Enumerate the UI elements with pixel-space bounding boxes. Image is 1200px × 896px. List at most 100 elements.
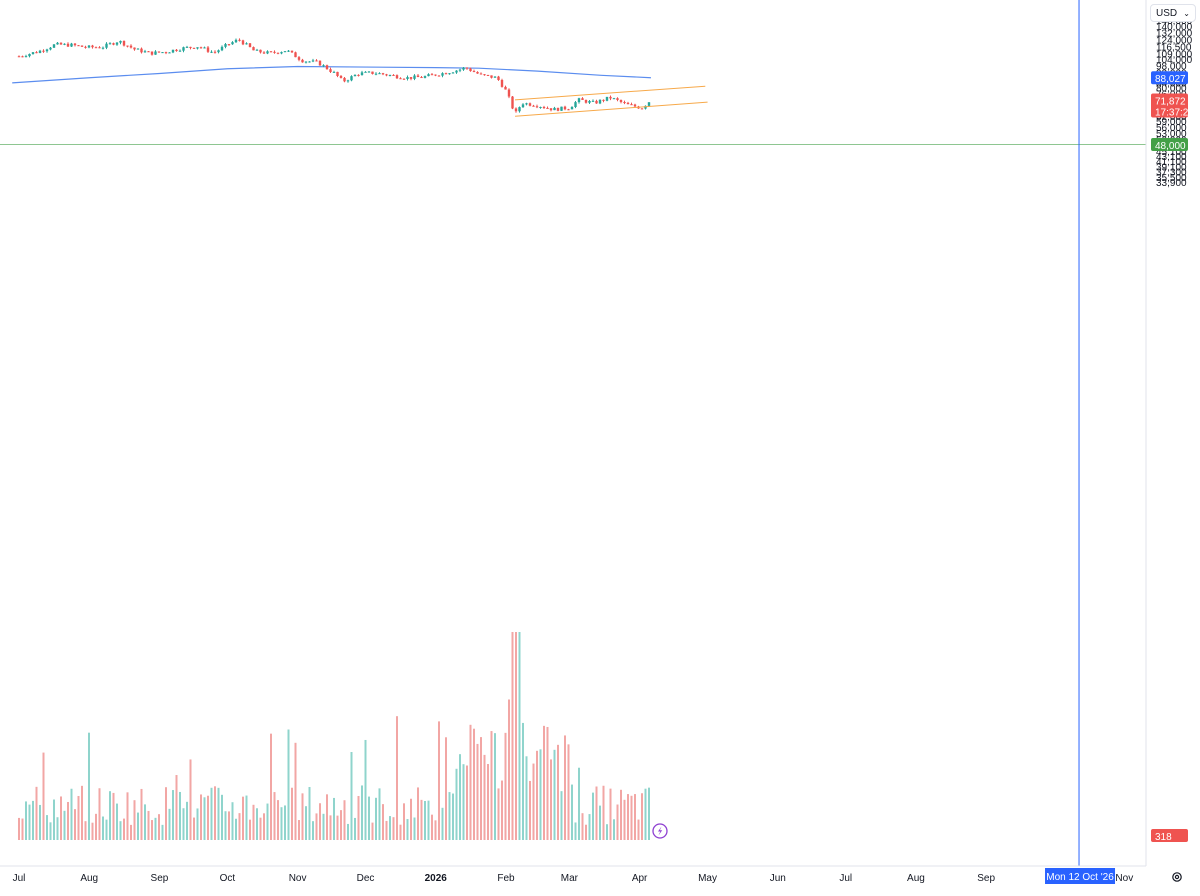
candle <box>21 55 24 58</box>
candle <box>203 46 206 49</box>
volume-bar <box>455 768 458 840</box>
volume-bar <box>434 820 437 840</box>
volume-bar <box>161 824 164 840</box>
time-tick-label: Feb <box>497 873 515 884</box>
candle <box>367 71 371 73</box>
lightning-icon[interactable] <box>652 823 668 839</box>
candle <box>521 103 525 109</box>
flash-icon-group[interactable] <box>652 823 668 839</box>
candle <box>245 42 248 45</box>
candle <box>119 40 122 45</box>
candle <box>217 49 220 54</box>
volume-bar <box>504 732 507 840</box>
candle <box>385 73 388 77</box>
volume-bar <box>522 722 524 840</box>
candle <box>94 46 98 49</box>
candle <box>630 102 633 106</box>
channel-lower-line[interactable] <box>514 101 708 117</box>
volume-bar <box>424 800 426 840</box>
candle <box>266 50 269 55</box>
candle <box>378 72 381 75</box>
volume-bar <box>518 632 521 840</box>
candle <box>602 99 605 103</box>
price-tick-label: 37,300 <box>1156 168 1187 179</box>
volume-bar <box>529 780 531 840</box>
candle <box>241 39 245 46</box>
volume-badge-text: 318 <box>1155 832 1172 843</box>
time-tick-label: Aug <box>907 873 925 884</box>
candle <box>388 74 392 77</box>
candle <box>189 46 192 50</box>
candle <box>164 51 168 55</box>
candle <box>196 47 199 50</box>
currency-label: USD <box>1156 7 1178 19</box>
volume-bar <box>228 811 230 840</box>
volume-bar <box>413 817 416 840</box>
volume-bar <box>224 811 227 840</box>
candle <box>322 64 325 68</box>
volume-bar <box>252 804 255 840</box>
volume-bar <box>49 822 52 840</box>
candle <box>640 108 644 110</box>
candle <box>605 96 609 102</box>
volume-bar <box>557 744 559 840</box>
volume-bar <box>473 728 475 840</box>
ma-value-badge: 88,027 <box>1151 71 1188 85</box>
time-tick-label: Aug <box>80 873 98 884</box>
volume-bar <box>497 788 500 840</box>
volume-bar <box>630 795 633 840</box>
time-tick-label: May <box>698 873 717 884</box>
volume-bar <box>256 808 258 840</box>
price-tick-label: 56,000 <box>1156 123 1187 134</box>
candle <box>525 102 528 106</box>
candle <box>28 53 31 58</box>
candle <box>161 52 164 54</box>
candle <box>560 106 563 111</box>
currency-selector[interactable]: USD ⌄ <box>1150 4 1196 22</box>
candle <box>224 43 227 49</box>
candle <box>591 99 595 102</box>
candle <box>63 43 66 46</box>
candle <box>581 97 584 101</box>
candle <box>157 51 161 53</box>
volume-bar <box>637 819 640 840</box>
candle <box>563 105 567 111</box>
candle <box>59 42 63 45</box>
candle <box>276 52 280 55</box>
candle <box>304 61 308 64</box>
volume-bar <box>602 785 605 840</box>
volume-bars <box>18 632 650 840</box>
volume-bar <box>648 787 650 840</box>
candle <box>262 51 266 54</box>
candle <box>147 50 150 53</box>
volume-bar <box>399 824 402 840</box>
candle <box>87 45 91 49</box>
volume-bar <box>578 767 580 840</box>
volume-bar <box>154 817 157 840</box>
candle <box>66 42 70 47</box>
gear-icon[interactable] <box>1168 868 1186 886</box>
candle <box>598 99 602 105</box>
volume-bar <box>133 800 136 840</box>
volume-bar <box>396 716 398 840</box>
volume-bar <box>508 699 510 840</box>
volume-bar <box>144 804 146 840</box>
candle <box>595 99 598 104</box>
volume-bar <box>77 795 80 840</box>
volume-bar <box>462 764 465 840</box>
candle <box>133 47 136 51</box>
candle <box>364 71 367 73</box>
candle <box>532 104 535 107</box>
candle <box>346 79 350 83</box>
volume-bar <box>249 819 251 840</box>
volume-bar <box>259 817 262 840</box>
candle <box>497 75 500 81</box>
channel-upper-line[interactable] <box>514 85 706 101</box>
volume-bar <box>375 797 377 840</box>
candle <box>31 52 35 55</box>
trend-channel[interactable] <box>514 85 708 117</box>
candle <box>259 49 262 54</box>
volume-bar <box>102 816 104 840</box>
